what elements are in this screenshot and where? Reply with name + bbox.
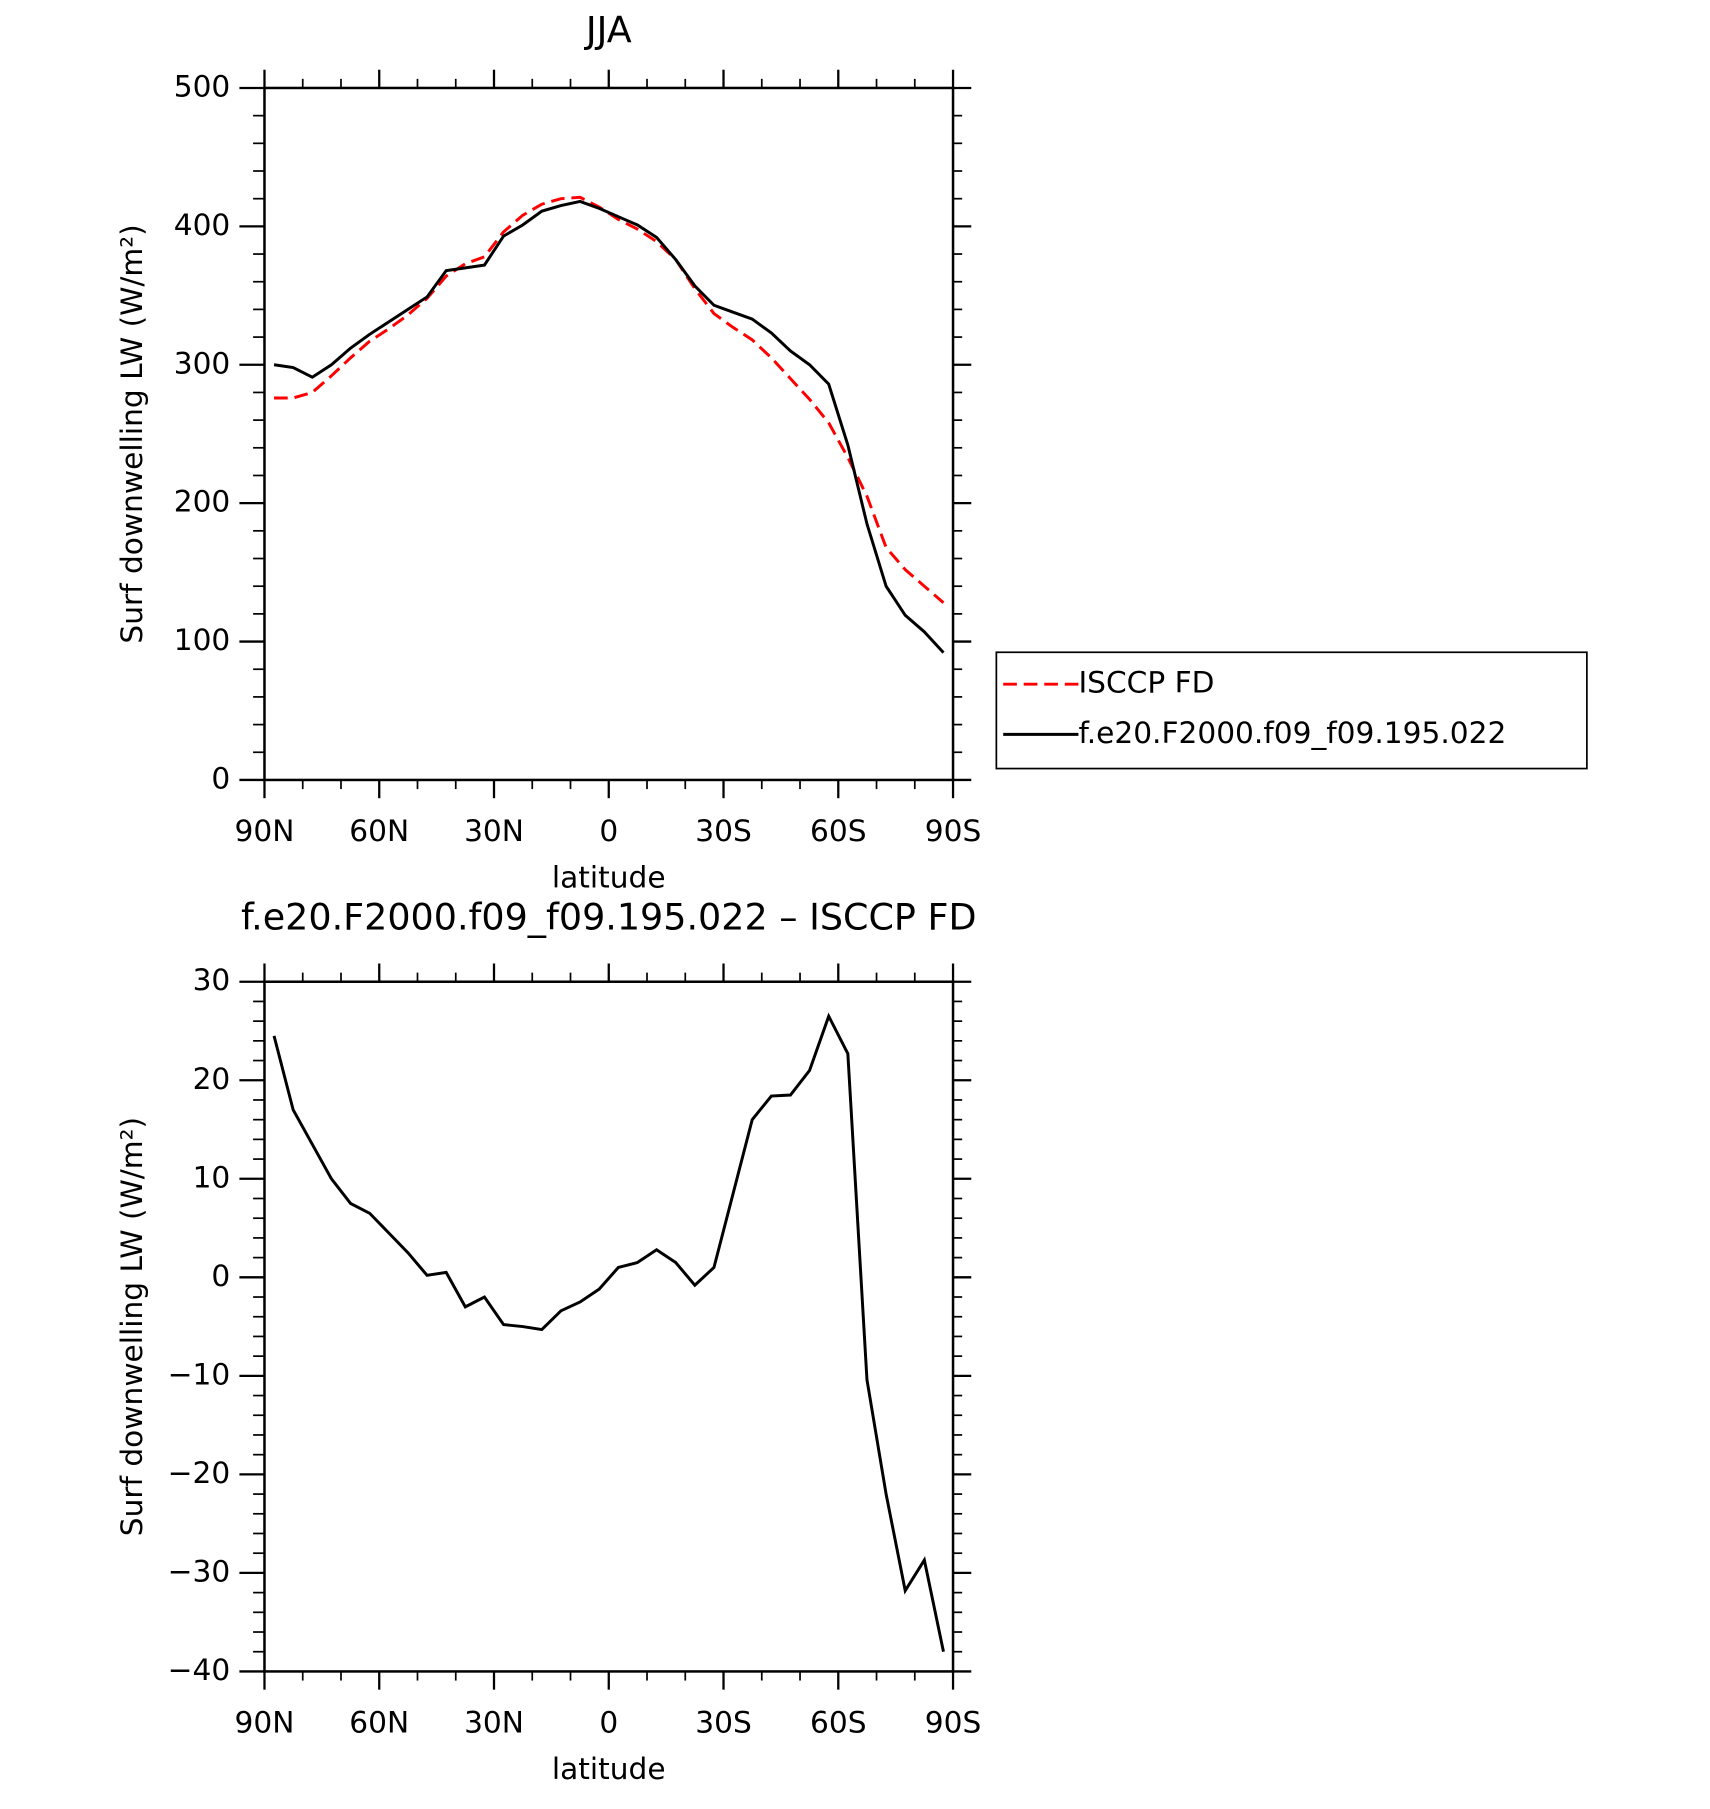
x-tick-label: 60S bbox=[810, 1704, 867, 1739]
x-tick-label: 90S bbox=[925, 813, 982, 848]
y-tick-label: 400 bbox=[174, 207, 231, 242]
x-tick-label: 0 bbox=[599, 1704, 618, 1739]
y-tick-label: 0 bbox=[211, 1258, 230, 1293]
x-tick-label: 0 bbox=[599, 813, 618, 848]
y-tick-label: 20 bbox=[193, 1061, 231, 1096]
x-tick-label: 90N bbox=[235, 813, 295, 848]
legend-label: ISCCP FD bbox=[1078, 665, 1214, 700]
y-tick-label: −40 bbox=[168, 1652, 231, 1687]
y-tick-label: 200 bbox=[174, 484, 231, 519]
legend-label: f.e20.F2000.f09_f09.195.022 bbox=[1078, 715, 1506, 750]
x-tick-label: 30S bbox=[695, 813, 752, 848]
y-tick-label: −10 bbox=[168, 1356, 231, 1391]
x-tick-label: 30N bbox=[464, 813, 524, 848]
y-tick-label: 0 bbox=[211, 760, 230, 795]
y-tick-label: −20 bbox=[168, 1455, 231, 1490]
x-tick-label: 60S bbox=[810, 813, 867, 848]
y-tick-label: 300 bbox=[174, 345, 231, 380]
chart-title: f.e20.F2000.f09_f09.195.022 – ISCCP FD bbox=[241, 896, 977, 939]
y-tick-label: 10 bbox=[193, 1159, 231, 1194]
legend-box bbox=[995, 651, 1588, 770]
x-tick-label: 90S bbox=[925, 1704, 982, 1739]
y-tick-label: 500 bbox=[174, 68, 231, 103]
x-tick-label: 60N bbox=[349, 813, 409, 848]
data-line bbox=[274, 195, 945, 604]
x-tick-label: 30S bbox=[695, 1704, 752, 1739]
y-axis-label: Surf downwelling LW (W/m²) bbox=[114, 1117, 149, 1536]
plot-frame bbox=[263, 86, 955, 782]
x-axis-label: latitude bbox=[552, 1751, 666, 1786]
data-line bbox=[273, 199, 945, 654]
y-axis-label: Surf downwelling LW (W/m²) bbox=[114, 224, 149, 643]
x-axis-label: latitude bbox=[552, 860, 666, 895]
y-tick-label: 30 bbox=[193, 962, 231, 997]
y-tick-label: −30 bbox=[168, 1553, 231, 1588]
x-tick-label: 90N bbox=[235, 1704, 295, 1739]
chart-title: JJA bbox=[584, 9, 632, 52]
x-tick-label: 30N bbox=[464, 1704, 524, 1739]
x-tick-label: 60N bbox=[349, 1704, 409, 1739]
y-tick-label: 100 bbox=[174, 622, 231, 657]
data-line bbox=[272, 1012, 945, 1653]
